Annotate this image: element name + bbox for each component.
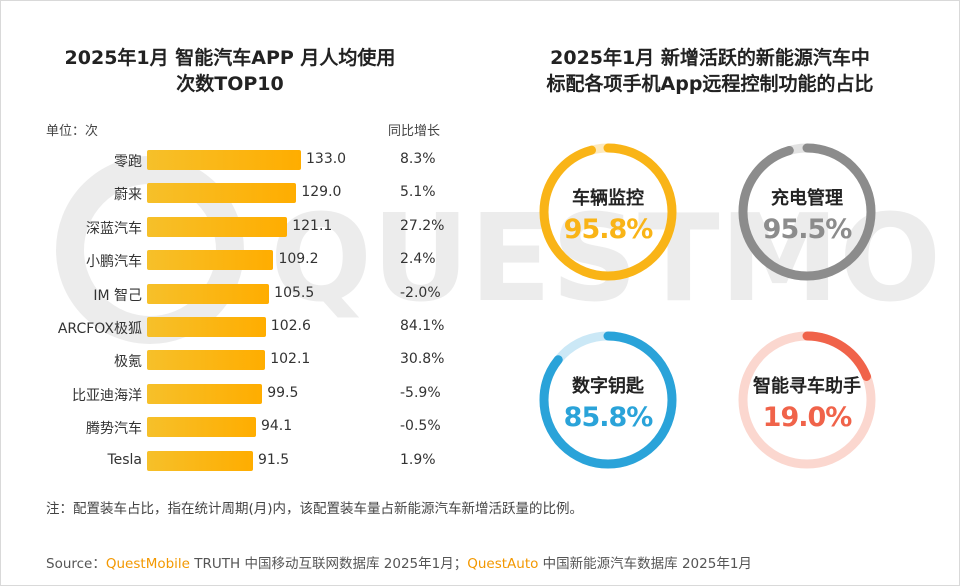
donut-label: 数字钥匙 bbox=[572, 376, 644, 397]
bar-category-label: 零跑 bbox=[114, 154, 142, 170]
bar-category-label: 小鹏汽车 bbox=[86, 254, 142, 271]
donut-percent: 95.8% bbox=[563, 214, 654, 245]
donut-percent: 95.5% bbox=[762, 214, 853, 245]
donut-arc bbox=[539, 143, 677, 281]
bar-category-label: 极氪 bbox=[114, 354, 142, 371]
bar-value-label: 109.2 bbox=[278, 251, 319, 268]
donut-label: 车辆监控 bbox=[572, 188, 644, 209]
yoy-value: -5.9% bbox=[400, 384, 441, 401]
bar bbox=[147, 350, 266, 371]
right-chart-title: 2025年1月 新增活跃的新能源汽车中 标配各项手机App远程控制功能的占比 bbox=[546, 47, 874, 95]
yoy-value: -2.0% bbox=[400, 284, 441, 301]
bar-value-label: 91.5 bbox=[257, 451, 290, 468]
bar bbox=[147, 250, 274, 271]
bar bbox=[147, 150, 301, 170]
bar-value-label: 102.1 bbox=[270, 351, 311, 368]
source-prefix: Source： bbox=[46, 556, 106, 572]
source-line: Source：QuestMobile TRUTH 中国移动互联网数据库 2025… bbox=[46, 552, 752, 572]
yoy-value: 2.4% bbox=[400, 251, 436, 268]
donut-arc bbox=[738, 331, 876, 469]
bar-category-label: IM 智己 bbox=[93, 287, 142, 304]
bar-category-label: 深蓝汽车 bbox=[86, 220, 142, 237]
yoy-header: 同比增长 bbox=[388, 124, 441, 139]
donut-percent: 19.0% bbox=[762, 402, 853, 433]
footnote: 注：配置装车占比，指在统计周期(月)内，该配置装车量占新能源汽车新增活跃量的比例… bbox=[46, 501, 584, 517]
bar bbox=[147, 383, 263, 404]
bar-value-label: 99.5 bbox=[267, 384, 299, 401]
bar bbox=[147, 183, 297, 204]
bar bbox=[147, 283, 270, 304]
yoy-value: -0.5% bbox=[400, 418, 441, 435]
yoy-value: 30.8% bbox=[400, 351, 445, 368]
donut-arc bbox=[539, 331, 677, 469]
bar-category-label: 蔚来 bbox=[114, 187, 142, 204]
yoy-value: 5.1% bbox=[400, 184, 436, 201]
donut-label: 充电管理 bbox=[771, 188, 843, 209]
bar-value-label: 121.1 bbox=[292, 217, 333, 234]
bar-value-label: 102.6 bbox=[270, 318, 311, 334]
bar-category-label: ARCFOX极狐 bbox=[57, 321, 142, 337]
bar bbox=[147, 216, 288, 237]
source-part1: TRUTH 中国移动互联网数据库 2025年1月； bbox=[189, 556, 468, 572]
bar bbox=[147, 317, 266, 337]
svg-text:QUESTMOBILE: QUESTMOBILE bbox=[270, 190, 940, 329]
yoy-value: 8.3% bbox=[400, 151, 436, 167]
bar bbox=[147, 417, 256, 438]
bar-value-label: 94.1 bbox=[260, 418, 293, 435]
bar-category-label: 腾势汽车 bbox=[86, 421, 142, 438]
source-part2: 中国新能源汽车数据库 2025年1月 bbox=[538, 556, 752, 572]
bar bbox=[147, 450, 253, 471]
yoy-value: 1.9% bbox=[400, 451, 436, 468]
bar-category-label: Tesla bbox=[107, 451, 142, 468]
bar-value-label: 133.0 bbox=[306, 151, 347, 167]
bar-value-label: 105.5 bbox=[274, 284, 315, 301]
unit-label: 单位：次 bbox=[46, 124, 99, 139]
bar-category-label: 比亚迪海洋 bbox=[72, 387, 142, 404]
watermark-logo: QUESTMOBILE bbox=[56, 156, 940, 344]
bar-value-label: 129.0 bbox=[301, 184, 342, 201]
source-brand-questmobile: QuestMobile bbox=[105, 556, 190, 572]
donut-arc bbox=[738, 143, 876, 281]
yoy-value: 84.1% bbox=[400, 318, 445, 334]
donut-percent: 85.8% bbox=[563, 402, 654, 433]
donut-label: 智能寻车助手 bbox=[753, 376, 861, 397]
yoy-value: 27.2% bbox=[400, 217, 445, 234]
left-chart-title: 2025年1月 智能汽车APP 月人均使用 次数TOP10 bbox=[64, 47, 396, 95]
source-brand-questauto: QuestAuto bbox=[467, 556, 539, 572]
